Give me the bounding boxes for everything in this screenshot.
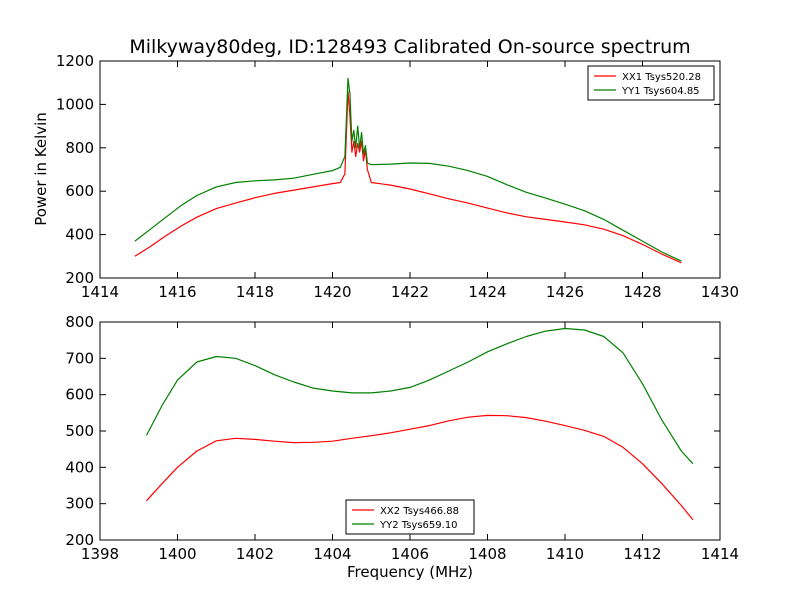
legend-entry: YY1 Tsys604.85 [621, 86, 700, 97]
y-tick-label: 600 [65, 182, 94, 200]
y-tick-label: 700 [65, 349, 94, 367]
y-tick-label: 500 [65, 422, 94, 440]
y-tick-label: 200 [65, 269, 94, 287]
x-tick-label: 1414 [701, 545, 739, 563]
series-line-1-1 [134, 90, 682, 264]
legend-entry: XX2 Tsys466.88 [380, 506, 459, 517]
series-line-2-2 [145, 327, 694, 465]
x-tick-label: 1426 [546, 283, 584, 301]
legend: XX2 Tsys466.88 YY2 Tsys659.10 [345, 499, 475, 535]
y-tick-label: 1200 [56, 52, 94, 70]
x-tick-label: 1402 [236, 545, 274, 563]
y-tick-label: 600 [65, 386, 94, 404]
legend: XX1 Tsys520.28 YY1 Tsys604.85 [587, 65, 715, 101]
y-axis-title: Power in Kelvin [32, 112, 50, 226]
x-tick-label: 1428 [623, 283, 661, 301]
x-tick-label: 1418 [236, 283, 274, 301]
legend-entry: YY2 Tsys659.10 [379, 520, 458, 531]
series-line-2-1 [146, 414, 694, 521]
x-tick-label: 1420 [313, 283, 351, 301]
y-tick-label: 400 [65, 226, 94, 244]
x-tick-label: 1424 [468, 283, 506, 301]
x-tick-label: 1414 [81, 283, 119, 301]
y-tick-label: 200 [65, 531, 94, 549]
x-tick-label: 1406 [391, 545, 429, 563]
top-panel: 1414 1416 1418 1420 1422 1424 1426 1428 1430 200 4… [56, 52, 739, 301]
y-tick-label: 800 [65, 313, 94, 331]
chart-title: Milkyway80deg, ID:128493 Calibrated On-s… [129, 36, 690, 58]
legend-box [587, 65, 715, 101]
x-tick-label: 1430 [701, 283, 739, 301]
legend-box [345, 499, 475, 535]
series-line-1-2 [134, 77, 682, 262]
y-tick-label: 800 [65, 139, 94, 157]
y-tick-label: 300 [65, 495, 94, 513]
y-tick-label: 400 [65, 458, 94, 476]
x-tick-label: 1410 [546, 545, 584, 563]
x-axis-title: Frequency (MHz) [347, 563, 473, 581]
legend-entry: XX1 Tsys520.28 [622, 72, 701, 83]
x-tick-label: 1400 [158, 545, 196, 563]
x-tick-label: 1398 [81, 545, 119, 563]
x-tick-label: 1422 [391, 283, 429, 301]
x-tick-label: 1416 [158, 283, 196, 301]
x-tick-label: 1404 [313, 545, 351, 563]
x-tick-label: 1412 [623, 545, 661, 563]
y-tick-label: 1000 [56, 95, 94, 113]
bottom-panel: 1398 1400 1402 1404 1406 1408 1410 1412 1414 200 3… [65, 313, 739, 563]
x-tick-label: 1408 [468, 545, 506, 563]
